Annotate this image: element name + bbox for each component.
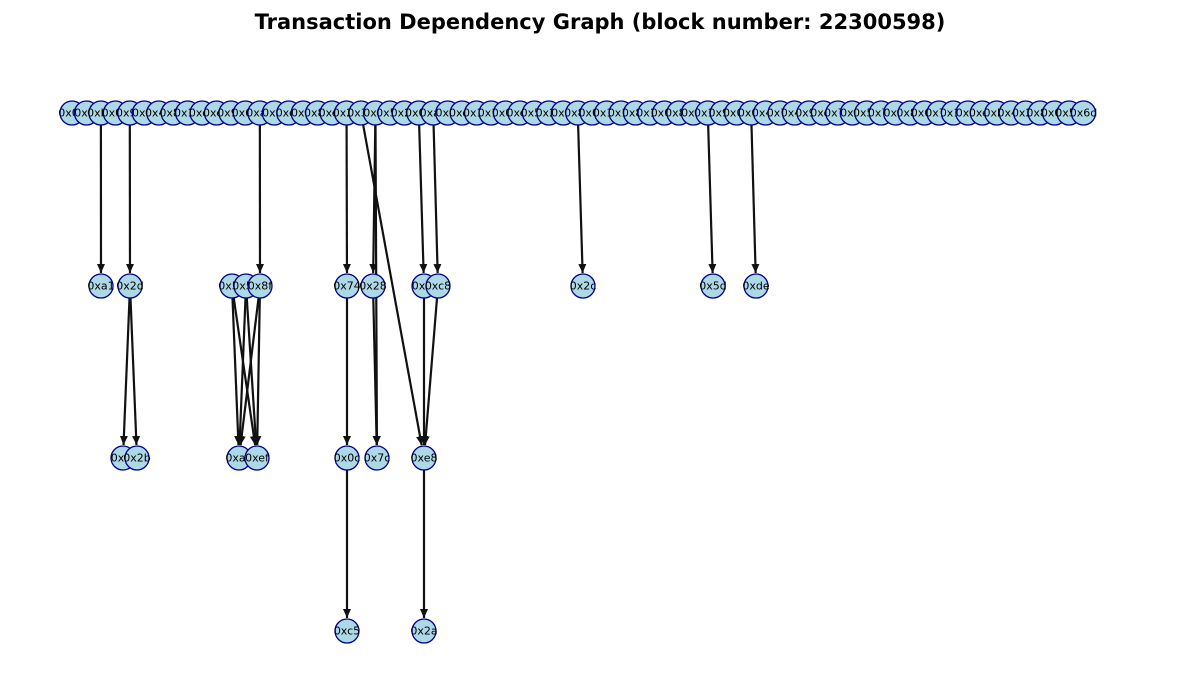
tx-node-label: 0xef xyxy=(245,452,270,465)
tx-node: 0xef xyxy=(244,445,270,471)
tx-node-label: 0x2c xyxy=(570,280,597,293)
graph-title: Transaction Dependency Graph (block numb… xyxy=(254,10,946,34)
tx-node-circle xyxy=(360,273,386,299)
tx-node-label: 0xc8 xyxy=(425,280,451,293)
dependency-edge xyxy=(231,297,243,446)
tx-node-circle xyxy=(411,618,437,644)
dependency-edge xyxy=(129,297,141,446)
tx-node: 0x2d xyxy=(116,273,144,299)
dependency-edge xyxy=(245,297,260,446)
tx-node-label: 0xc5 xyxy=(334,625,360,638)
tx-node-label: 0x8f xyxy=(248,280,274,293)
dependency-edge xyxy=(235,297,247,446)
tx-node-label: 0x5d xyxy=(699,280,727,293)
tx-node: 0x2c xyxy=(570,273,597,299)
dependency-edge xyxy=(119,297,131,446)
tx-node-circle xyxy=(334,445,360,471)
tx-node: 0xe8 xyxy=(411,445,438,471)
tx-node: 0x2b xyxy=(123,445,151,471)
tx-node: 0x0c xyxy=(334,445,361,471)
tx-node-circle xyxy=(425,273,451,299)
dependency-edge xyxy=(237,297,260,446)
tx-node-circle xyxy=(247,273,273,299)
tx-node-circle xyxy=(244,445,270,471)
tx-node-label: 0x7c xyxy=(364,452,391,465)
tx-node-label: 0x2d xyxy=(116,280,144,293)
tx-node-circle xyxy=(700,273,726,299)
dependency-edge xyxy=(421,297,439,446)
tx-node-label: 0x2a xyxy=(410,625,437,638)
tx-node: 0x28 xyxy=(359,273,387,299)
tx-node: 0xde xyxy=(742,273,770,299)
tx-node-label: 0xe8 xyxy=(411,452,438,465)
tx-node: 0xc5 xyxy=(334,618,360,644)
dependency-edge xyxy=(362,124,424,446)
tx-node: 0xa1 xyxy=(87,273,115,299)
dependency-edge xyxy=(418,124,428,274)
tx-node-circle xyxy=(743,273,769,299)
tx-node-circle xyxy=(334,618,360,644)
dependency-edge xyxy=(232,297,258,446)
tx-node-label: 0x74 xyxy=(333,280,361,293)
tx-node-label: 0x0c xyxy=(334,452,361,465)
tx-node-circle xyxy=(364,445,390,471)
tx-node: 0x2a xyxy=(410,618,438,644)
dependency-edge xyxy=(577,124,587,274)
tx-node-circle xyxy=(117,273,143,299)
dependency-edge xyxy=(707,124,717,274)
dependency-edge xyxy=(253,297,262,446)
tx-node-label: 0x2b xyxy=(123,452,151,465)
tx-node: 0x8f xyxy=(247,273,274,299)
tx-node-circle xyxy=(411,445,437,471)
tx-node: 0x5d xyxy=(699,273,727,299)
tx-node-circle xyxy=(124,445,150,471)
tx-node: 0x7c xyxy=(364,445,391,471)
dependency-edge xyxy=(750,124,760,274)
tx-node-circle xyxy=(570,273,596,299)
tx-node: 0x74 xyxy=(333,273,361,299)
nodes-layer: 0x080xf00xb90x080x910x1f0x450x880x1a0xc5… xyxy=(58,100,1098,644)
tx-node-circle xyxy=(1070,100,1097,126)
tx-node-circle xyxy=(88,273,114,299)
tx-node: 0x6d xyxy=(1070,100,1098,126)
tx-node-label: 0xde xyxy=(742,280,769,293)
tx-node-label: 0x28 xyxy=(359,280,387,293)
dependency-edge xyxy=(432,124,442,274)
tx-node-label: 0x6d xyxy=(1070,107,1098,120)
tx-node: 0xc8 xyxy=(425,273,451,299)
tx-node-label: 0xa1 xyxy=(87,280,114,293)
edges-layer xyxy=(96,124,760,618)
tx-node-circle xyxy=(334,273,360,299)
